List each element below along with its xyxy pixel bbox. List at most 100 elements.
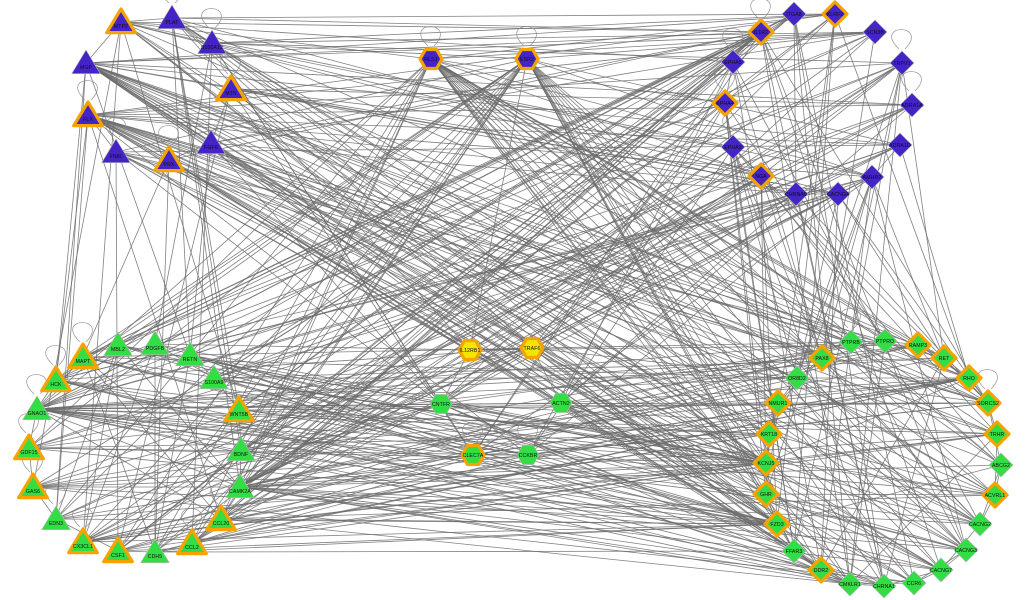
node-shape-diamond[interactable] [720, 49, 746, 75]
node-shape-triangle[interactable] [40, 365, 72, 393]
graph-node[interactable] [196, 129, 226, 154]
node-shape-diamond[interactable] [747, 162, 775, 190]
graph-node[interactable] [988, 452, 1014, 478]
graph-node[interactable] [781, 1, 807, 27]
graph-node[interactable] [516, 445, 540, 465]
graph-node[interactable] [747, 162, 775, 190]
node-shape-diamond[interactable] [763, 510, 791, 538]
graph-node[interactable] [40, 365, 72, 393]
node-shape-diamond[interactable] [889, 50, 915, 76]
graph-node[interactable] [889, 50, 915, 76]
node-shape-diamond[interactable] [783, 181, 809, 207]
node-shape-diamond[interactable] [871, 573, 897, 599]
node-shape-triangle[interactable] [215, 74, 247, 102]
node-shape-triangle[interactable] [226, 436, 256, 461]
graph-node[interactable] [225, 473, 255, 498]
node-shape-triangle[interactable] [41, 505, 71, 530]
node-shape-triangle[interactable] [67, 342, 99, 370]
node-shape-diamond[interactable] [781, 1, 807, 27]
node-shape-diamond[interactable] [862, 19, 888, 45]
graph-node[interactable] [901, 570, 927, 596]
graph-node[interactable] [205, 504, 237, 532]
node-shape-diamond[interactable] [752, 449, 780, 477]
node-shape-diamond[interactable] [974, 389, 1002, 417]
graph-node[interactable] [904, 331, 932, 359]
graph-node[interactable] [176, 528, 208, 556]
graph-node[interactable] [157, 4, 187, 29]
graph-node[interactable] [953, 537, 979, 563]
graph-node[interactable] [974, 389, 1002, 417]
node-shape-diamond[interactable] [837, 571, 863, 597]
node-shape-triangle[interactable] [223, 395, 255, 423]
graph-node[interactable] [784, 365, 810, 391]
graph-node[interactable] [755, 420, 783, 448]
node-shape-diamond[interactable] [755, 420, 783, 448]
node-shape-diamond[interactable] [825, 181, 851, 207]
node-shape-diamond[interactable] [899, 92, 925, 118]
graph-node[interactable] [781, 538, 807, 564]
graph-node[interactable] [22, 395, 52, 420]
graph-node[interactable] [859, 164, 885, 190]
node-shape-octagon[interactable] [514, 47, 540, 71]
graph-node[interactable] [783, 181, 809, 207]
node-shape-diamond[interactable] [930, 344, 958, 372]
node-shape-triangle[interactable] [199, 364, 229, 389]
graph-node[interactable] [215, 74, 247, 102]
graph-node[interactable] [752, 480, 780, 508]
graph-node[interactable] [808, 344, 836, 372]
graph-node[interactable] [872, 328, 898, 354]
node-shape-diamond[interactable] [988, 452, 1014, 478]
node-shape-octagon[interactable] [460, 443, 486, 467]
graph-node[interactable] [197, 29, 227, 54]
nodes-layer[interactable] [13, 0, 1014, 599]
graph-node[interactable] [153, 145, 185, 173]
node-shape-triangle[interactable] [205, 504, 237, 532]
node-shape-triangle[interactable] [22, 395, 52, 420]
node-shape-diamond[interactable] [807, 556, 835, 584]
graph-node[interactable] [981, 481, 1009, 509]
node-shape-diamond[interactable] [838, 329, 864, 355]
graph-node[interactable] [711, 89, 739, 117]
node-shape-diamond[interactable] [983, 420, 1011, 448]
graph-node[interactable] [747, 18, 775, 46]
graph-node[interactable] [105, 7, 137, 35]
graph-node[interactable] [226, 436, 256, 461]
graph-node[interactable] [720, 49, 746, 75]
node-shape-diamond[interactable] [808, 344, 836, 372]
node-shape-diamond[interactable] [901, 570, 927, 596]
node-shape-diamond[interactable] [967, 511, 993, 537]
graph-node[interactable] [13, 433, 45, 461]
graph-node[interactable] [821, 0, 849, 28]
node-shape-octagon[interactable] [516, 445, 540, 465]
node-shape-diamond[interactable] [955, 364, 983, 392]
graph-node[interactable] [460, 443, 486, 467]
node-shape-diamond[interactable] [859, 164, 885, 190]
graph-node[interactable] [101, 138, 131, 163]
graph-node[interactable] [887, 132, 913, 158]
node-shape-diamond[interactable] [953, 537, 979, 563]
node-shape-triangle[interactable] [197, 29, 227, 54]
graph-node[interactable] [175, 341, 205, 366]
graph-node[interactable] [102, 536, 134, 564]
graph-node[interactable] [71, 49, 101, 74]
graph-node[interactable] [418, 47, 444, 71]
node-shape-triangle[interactable] [71, 49, 101, 74]
graph-node[interactable] [140, 330, 170, 355]
graph-node[interactable] [763, 510, 791, 538]
graph-node[interactable] [67, 342, 99, 370]
graph-node[interactable] [103, 331, 133, 356]
node-shape-diamond[interactable] [981, 481, 1009, 509]
graph-node[interactable] [67, 527, 99, 555]
graph-node[interactable] [955, 364, 983, 392]
node-shape-diamond[interactable] [784, 365, 810, 391]
node-shape-triangle[interactable] [101, 138, 131, 163]
graph-node[interactable] [930, 344, 958, 372]
node-shape-diamond[interactable] [821, 0, 849, 28]
graph-node[interactable] [720, 134, 746, 160]
node-shape-triangle[interactable] [153, 145, 185, 173]
node-shape-octagon[interactable] [429, 394, 453, 414]
graph-node[interactable] [429, 394, 453, 414]
node-shape-triangle[interactable] [140, 330, 170, 355]
node-shape-triangle[interactable] [225, 473, 255, 498]
